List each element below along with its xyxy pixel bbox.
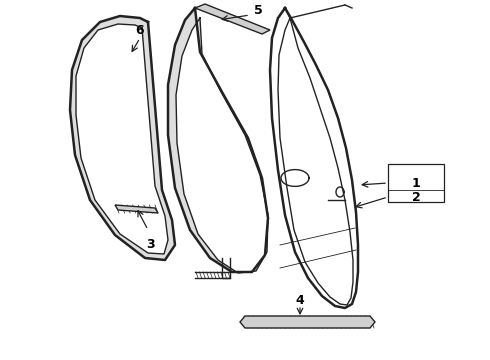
Text: 1: 1 [412,176,420,189]
Polygon shape [115,205,158,213]
Polygon shape [240,316,375,328]
Text: 5: 5 [254,4,262,17]
Text: 6: 6 [136,23,145,36]
Bar [388,164,444,202]
Polygon shape [195,4,270,34]
Polygon shape [168,8,268,273]
Polygon shape [70,16,175,260]
Text: 4: 4 [295,293,304,306]
Text: 2: 2 [412,190,420,203]
Text: 3: 3 [146,239,154,252]
